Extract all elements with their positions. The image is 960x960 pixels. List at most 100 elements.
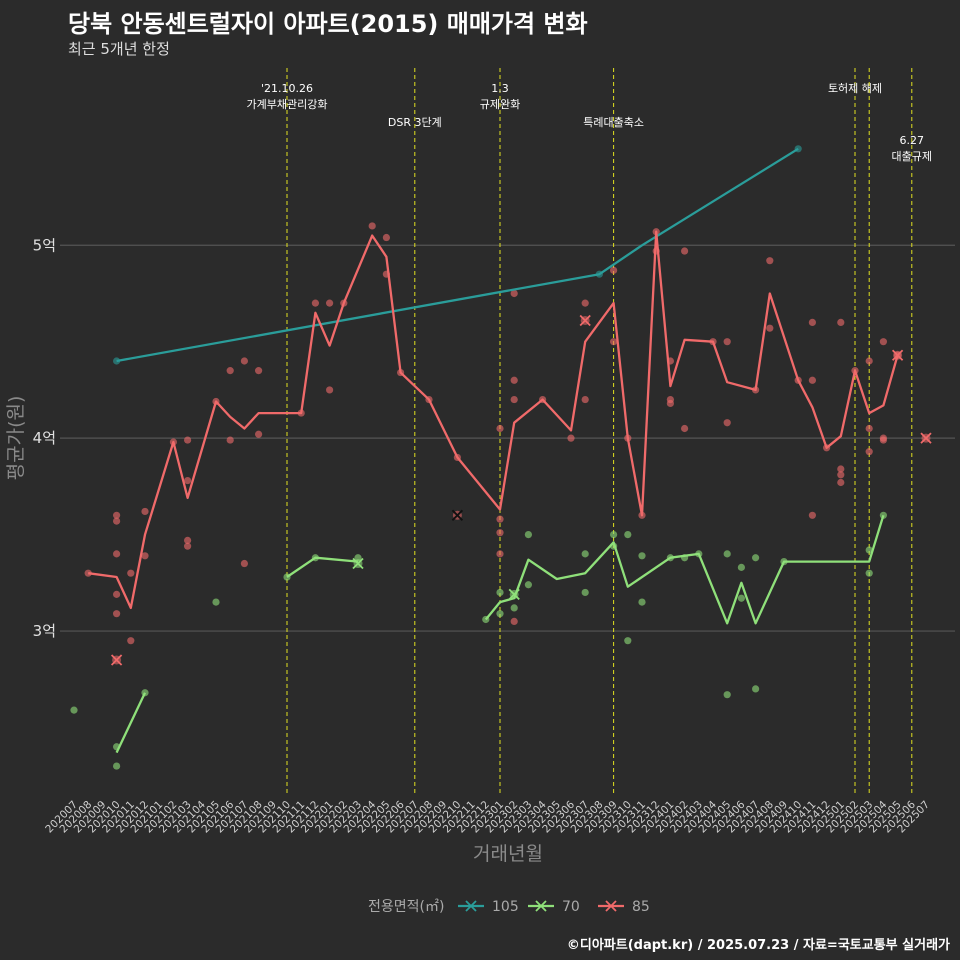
source-caption: ©디아파트(dapt.kr) / 2025.07.23 / 자료=국토교통부 실…	[566, 938, 950, 953]
data-point-85	[226, 367, 234, 375]
data-point-85	[681, 424, 689, 433]
data-point-70	[752, 554, 760, 562]
data-point-85	[808, 376, 817, 384]
data-point-85	[723, 338, 731, 346]
data-point-70	[624, 530, 632, 539]
x-marker-85	[451, 509, 464, 521]
data-point-85	[879, 436, 888, 444]
event-label: 특례대출축소	[583, 116, 644, 129]
data-point-70	[581, 550, 589, 558]
data-point-85	[510, 289, 518, 298]
data-point-85	[808, 511, 817, 519]
data-point-85	[240, 357, 248, 365]
data-point-70	[737, 594, 746, 602]
data-point-85	[610, 266, 618, 274]
series-line-70	[115, 692, 147, 754]
data-point-85	[141, 552, 149, 560]
event-label: 토허제 해제	[828, 81, 882, 95]
data-point-85	[766, 324, 774, 332]
x-marker-85	[920, 432, 932, 444]
y-tick-label: 4억	[33, 429, 56, 447]
data-point-85	[382, 233, 390, 242]
event-label: 대출규제	[892, 150, 932, 163]
y-axis-title: 평균가(원)	[5, 396, 27, 481]
data-point-85	[723, 419, 731, 427]
series-line-105	[116, 147, 799, 363]
data-point-85	[837, 465, 845, 473]
event-label: DSR 3단계	[388, 116, 442, 129]
data-point-85	[141, 507, 149, 516]
marker-layer	[110, 314, 932, 666]
chart-title: 당북 안동센트럴자이 아파트(2015) 매매가격 변화	[68, 10, 588, 38]
data-point-70	[70, 706, 78, 714]
data-point-70	[638, 598, 646, 606]
data-point-85	[581, 299, 589, 307]
data-point-70	[624, 637, 632, 645]
data-point-85	[865, 448, 873, 456]
grid-layer	[60, 244, 955, 632]
data-point-85	[581, 395, 589, 404]
legend: 전용면적(㎡) 105 70 85	[368, 899, 650, 915]
data-point-85	[766, 257, 774, 265]
data-point-70	[723, 691, 731, 699]
legend-title: 전용면적(㎡)	[368, 899, 444, 915]
data-point-70	[865, 569, 873, 577]
data-point-85	[681, 247, 689, 255]
data-point-85	[127, 569, 135, 577]
data-point-70	[212, 598, 220, 606]
data-point-70	[723, 550, 731, 558]
legend-label-70: 70	[562, 899, 580, 915]
series-line-70	[286, 556, 359, 578]
data-point-85	[496, 515, 504, 523]
event-label: 가계부채관리강화	[247, 98, 328, 111]
data-point-85	[496, 529, 504, 537]
data-point-85	[255, 430, 263, 438]
data-point-85	[326, 386, 334, 394]
data-point-85	[326, 299, 334, 307]
data-point-85	[879, 338, 888, 346]
data-point-85	[368, 222, 376, 230]
data-point-85	[837, 318, 845, 327]
data-point-85	[837, 471, 845, 479]
line-layer	[88, 147, 899, 754]
x-marker-70	[352, 557, 364, 570]
data-point-85	[113, 550, 121, 558]
data-point-85	[837, 478, 845, 487]
data-point-85	[113, 511, 121, 519]
legend-label-105: 105	[492, 899, 519, 915]
data-point-85	[113, 610, 121, 618]
data-point-85	[510, 376, 518, 384]
event-label: 규제완화	[480, 98, 520, 111]
legend-key-x-70	[535, 900, 547, 912]
x-marker-85	[891, 349, 904, 361]
data-point-85	[510, 617, 518, 625]
data-point-70	[524, 530, 533, 539]
data-point-85	[84, 569, 92, 577]
data-point-85	[127, 637, 135, 645]
legend-key-x-85	[605, 900, 617, 912]
data-point-85	[255, 367, 263, 375]
data-point-70	[581, 588, 589, 597]
data-point-85	[113, 517, 121, 525]
data-point-70	[737, 563, 746, 571]
data-point-85	[510, 395, 518, 404]
chart-subtitle: 최근 5개년 한정	[68, 40, 170, 58]
point-layer	[70, 145, 902, 770]
data-point-85	[496, 424, 504, 433]
axis-layer: 3억4억5억2020072020082020092020102020112020…	[33, 236, 932, 835]
data-point-85	[184, 542, 192, 550]
data-point-85	[567, 434, 575, 442]
data-point-70	[113, 762, 121, 770]
event-label: 1.3	[491, 82, 509, 95]
data-point-70	[496, 588, 504, 597]
x-marker-85	[579, 314, 591, 327]
x-marker-70	[508, 588, 520, 601]
data-point-85	[610, 338, 618, 346]
data-point-85	[113, 590, 121, 598]
y-tick-label: 5억	[33, 236, 56, 254]
data-point-70	[752, 685, 760, 693]
data-point-85	[184, 436, 192, 444]
data-point-85	[808, 318, 817, 327]
data-point-85	[184, 476, 192, 485]
